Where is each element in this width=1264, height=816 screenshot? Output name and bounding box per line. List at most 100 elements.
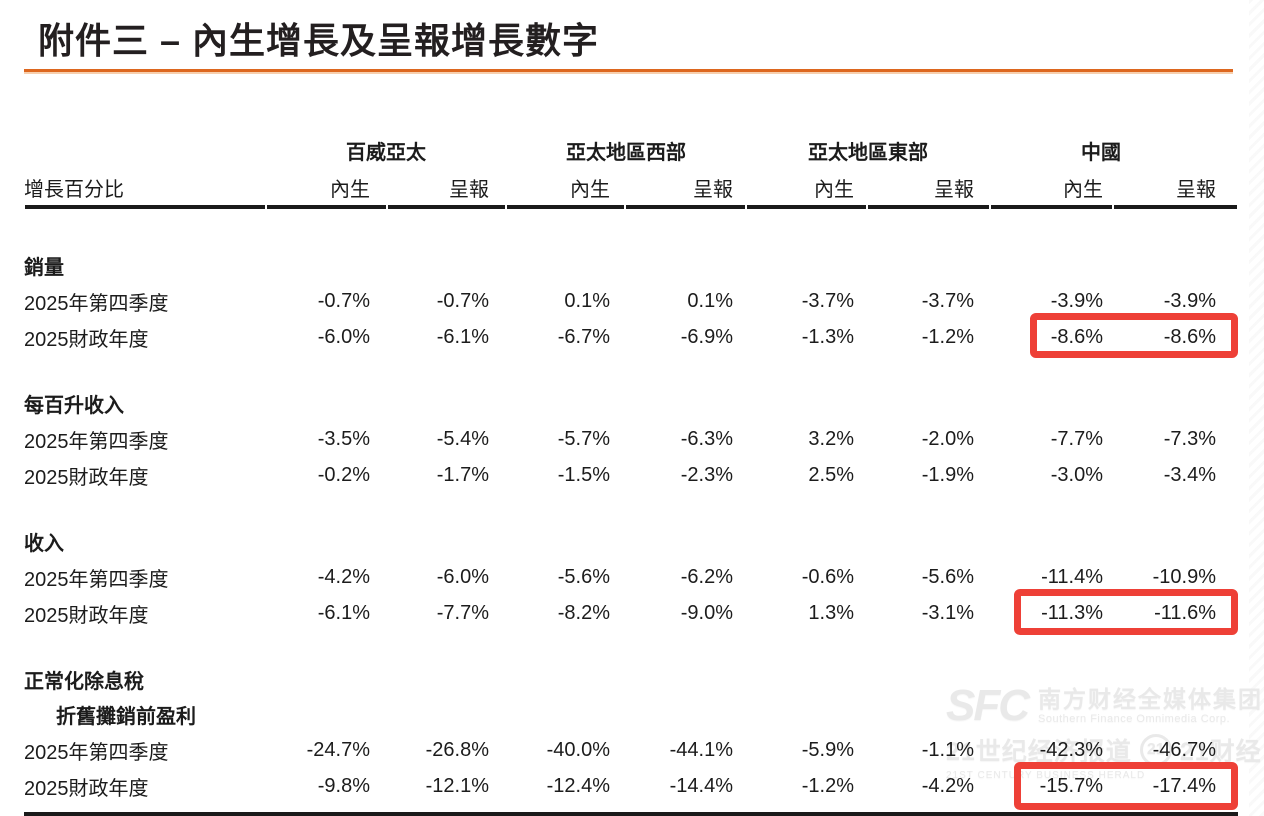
value-cell: -46.7%: [1152, 738, 1216, 761]
section-title: 每百升收入: [24, 394, 124, 417]
value-cell: 0.1%: [687, 289, 733, 312]
value-cell: -1.5%: [557, 463, 610, 486]
section-title-line2: 折舊攤銷前盈利: [56, 706, 196, 728]
value-cell: -12.1%: [425, 774, 489, 797]
col-header: 呈報: [934, 179, 974, 201]
value-cell: -24.7%: [306, 738, 370, 761]
growth-table: 百威亞太 亞太地區西部 亞太地區東部 中國 增長百分比 內生 呈報 內生 呈報 …: [24, 130, 1238, 804]
value-cell: -1.2%: [801, 774, 854, 797]
group-header-apac-east: 亞太地區東部: [808, 141, 928, 164]
value-cell: -3.1%: [921, 601, 974, 624]
value-cell: -5.6%: [921, 565, 974, 588]
group-header-apac-west: 亞太地區西部: [566, 141, 686, 164]
value-cell: -6.3%: [680, 427, 733, 450]
value-cell: -3.9%: [1163, 289, 1216, 312]
data-row: 2025年第四季度 -24.7% -26.8% -40.0% -44.1% -5…: [24, 732, 1238, 768]
data-row: 2025財政年度 -9.8% -12.1% -12.4% -14.4% -1.2…: [24, 768, 1238, 804]
value-cell: -8.2%: [557, 601, 610, 624]
col-header: 內生: [330, 179, 370, 201]
value-cell: -1.7%: [436, 463, 489, 486]
value-cell: -6.1%: [436, 325, 489, 348]
value-cell: -12.4%: [546, 774, 610, 797]
value-cell: -6.7%: [557, 325, 610, 348]
row-label: 2025年第四季度: [24, 741, 169, 764]
value-cell: -5.9%: [801, 738, 854, 761]
value-cell: -6.1%: [317, 601, 370, 624]
row-label: 2025年第四季度: [24, 568, 169, 591]
data-row: 2025財政年度 -6.1% -7.7% -8.2% -9.0% 1.3% -3…: [24, 595, 1238, 631]
value-cell: -2.3%: [680, 463, 733, 486]
value-cell: -3.7%: [801, 289, 854, 312]
col-header: 內生: [814, 179, 854, 201]
col-header: 內生: [570, 179, 610, 201]
section-title-row: 銷量: [24, 247, 1238, 283]
value-cell: -5.6%: [557, 565, 610, 588]
col-header: 內生: [1063, 179, 1103, 201]
value-cell: -14.4%: [669, 774, 733, 797]
value-cell: -6.9%: [680, 325, 733, 348]
page-title: 附件三 – 內生增長及呈報增長數字: [38, 20, 600, 61]
value-cell: -40.0%: [546, 738, 610, 761]
value-cell: -42.3%: [1039, 738, 1103, 761]
value-cell: -2.0%: [921, 427, 974, 450]
value-cell: -0.7%: [436, 289, 489, 312]
row-label: 2025財政年度: [24, 604, 149, 627]
row-header-label: 增長百分比: [24, 179, 124, 201]
value-cell: -3.5%: [317, 427, 370, 450]
section-title: 正常化除息稅: [24, 670, 144, 693]
value-cell: -3.0%: [1050, 463, 1103, 486]
bottom-rule: [24, 812, 1238, 816]
row-label: 2025財政年度: [24, 777, 149, 800]
data-row: 2025年第四季度 -3.5% -5.4% -5.7% -6.3% 3.2% -…: [24, 421, 1238, 457]
section-title-row: 收入: [24, 523, 1238, 559]
sfc-watermark: SFC 南方财经全媒体集团 Southern Finance Omnimedia…: [946, 684, 1263, 782]
value-cell: -11.3%: [1041, 601, 1103, 624]
value-cell: -9.0%: [680, 601, 733, 624]
row-label: 2025財政年度: [24, 466, 149, 489]
section-title-row: 每百升收入: [24, 385, 1238, 421]
row-label: 2025財政年度: [24, 328, 149, 351]
value-cell: -8.6%: [1163, 325, 1216, 348]
value-cell: -6.0%: [317, 325, 370, 348]
value-cell: -6.2%: [680, 565, 733, 588]
title-rule: [24, 69, 1233, 72]
row-label: 2025年第四季度: [24, 292, 169, 315]
value-cell: -7.7%: [436, 601, 489, 624]
edge-watermark-texture: [1249, 0, 1264, 816]
data-row: 2025年第四季度 -4.2% -6.0% -5.6% -6.2% -0.6% …: [24, 559, 1238, 595]
col-header: 呈報: [449, 179, 489, 201]
watermark-logo: SFC: [946, 681, 1030, 730]
highlight-box-ebitda-fy: [1014, 762, 1238, 810]
value-cell: 3.2%: [808, 427, 854, 450]
value-cell: 1.3%: [808, 601, 854, 624]
col-header: 呈報: [693, 179, 733, 201]
header-rule: [24, 205, 1238, 209]
value-cell: -0.2%: [317, 463, 370, 486]
section-title-row: 折舊攤銷前盈利: [24, 697, 1238, 732]
data-row: 2025財政年度 -6.0% -6.1% -6.7% -6.9% -1.3% -…: [24, 319, 1238, 355]
watermark-herald-name-en: 21ST CENTURY BUSINESS HERALD: [946, 770, 1146, 781]
value-cell: -7.7%: [1050, 427, 1103, 450]
value-cell: -3.9%: [1050, 289, 1103, 312]
value-cell: -11.4%: [1041, 565, 1103, 588]
value-cell: 2.5%: [808, 463, 854, 486]
value-cell: -1.2%: [921, 325, 974, 348]
value-cell: -1.3%: [801, 325, 854, 348]
value-cell: -8.6%: [1050, 325, 1103, 348]
group-header-china: 中國: [1081, 141, 1121, 164]
value-cell: -11.6%: [1154, 601, 1216, 624]
subheader-row: 增長百分比 內生 呈報 內生 呈報 內生 呈報 內生 呈報: [24, 170, 1238, 205]
value-cell: -9.8%: [317, 774, 370, 797]
section-title-row: 正常化除息稅: [24, 661, 1238, 697]
watermark-herald-name: 21世纪经济报道: [946, 738, 1132, 766]
value-cell: -7.3%: [1163, 427, 1216, 450]
value-cell: -5.4%: [436, 427, 489, 450]
value-cell: 0.1%: [564, 289, 610, 312]
group-header-budapac: 百威亞太: [346, 141, 426, 164]
watermark-row1: SFC 南方财经全媒体集团 Southern Finance Omnimedia…: [946, 684, 1263, 728]
value-cell: -0.7%: [317, 289, 370, 312]
watermark-row2: 21世纪经济报道 21 21财经: [946, 732, 1263, 768]
value-cell: -4.2%: [317, 565, 370, 588]
value-cell: -15.7%: [1039, 774, 1103, 797]
